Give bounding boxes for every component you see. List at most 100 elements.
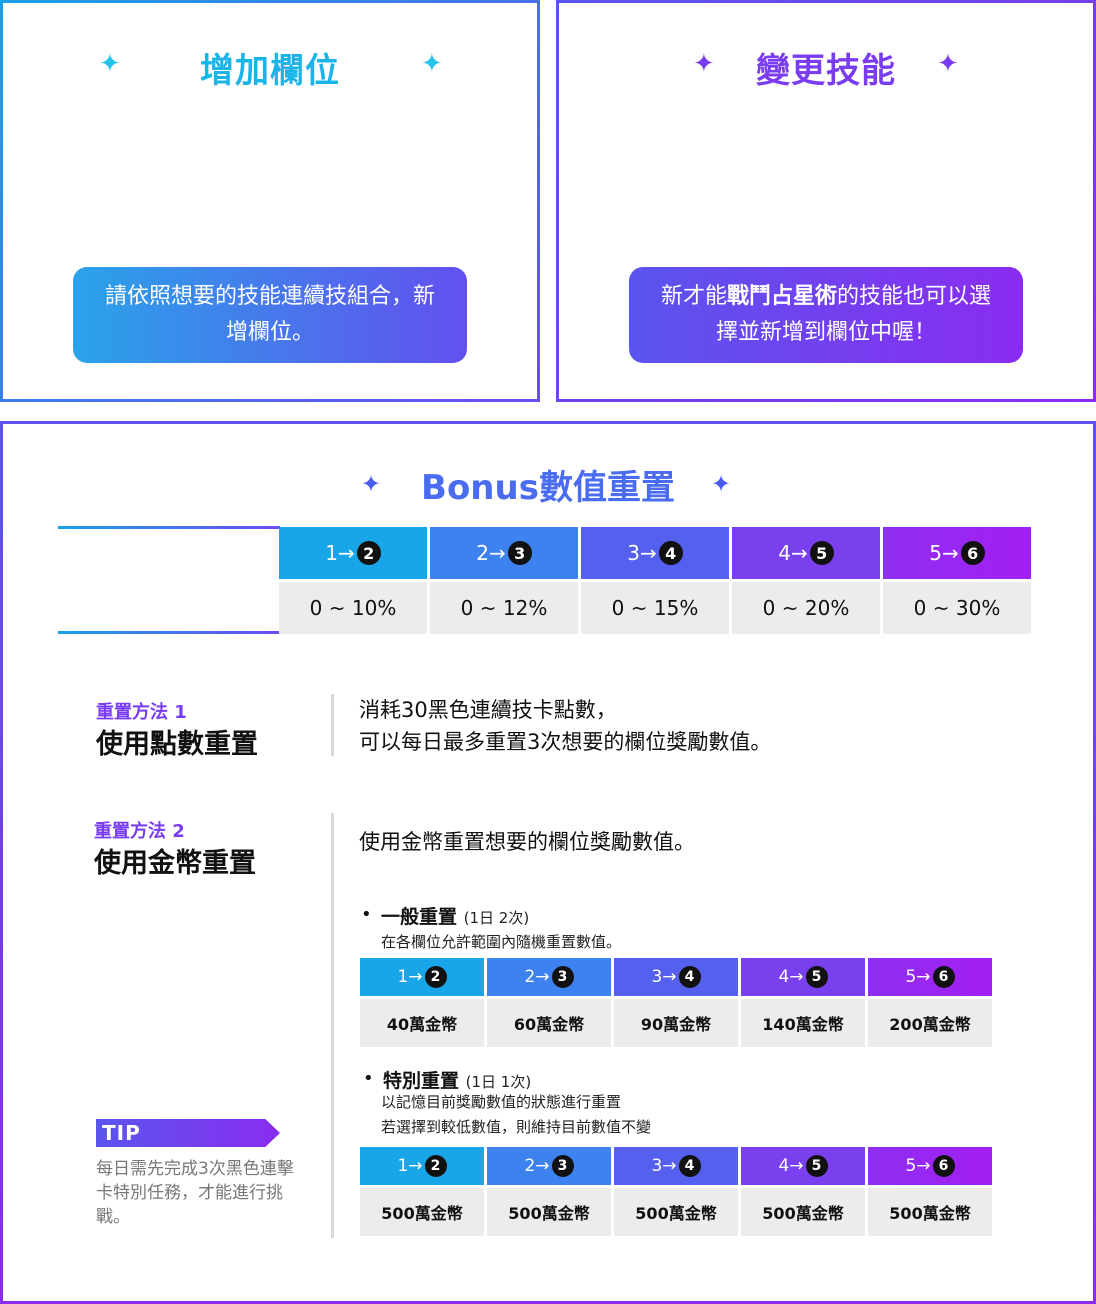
bonus-range-table: 1→ 2 0 ~ 10% 2→ 3 0 ~ 12% 3→ 4 0 ~ 15% 4→ 5 …	[279, 527, 1031, 634]
method-2-title: 使用金幣重置	[94, 848, 256, 879]
step-header: 1→ 2	[360, 958, 484, 996]
special-reset-cost-table: 1→ 2 500萬金幣 2→ 3 500萬金幣 3→ 4 500萬金幣 4→ 5 500…	[360, 1147, 992, 1236]
step-header: 4→ 5	[741, 1147, 865, 1185]
description-line: 以記憶目前獎勵數值的狀態進行重置	[381, 1093, 622, 1111]
step-header: 5→ 6	[868, 1147, 992, 1185]
divider-line	[58, 631, 280, 634]
normal-reset-title: 一般重置 (1日 2次)	[381, 902, 529, 929]
method-1-description: 消耗30黑色連續技卡點數， 可以每日最多重置3次想要的欄位獎勵數值。	[359, 694, 771, 758]
table-column: 2→ 3 500萬金幣	[487, 1147, 611, 1236]
step-header: 3→ 4	[614, 958, 738, 996]
table-column: 3→ 4 90萬金幣	[614, 958, 738, 1047]
change-skill-description: 新才能戰鬥占星術的技能也可以選擇並新增到欄位中喔！	[629, 267, 1023, 363]
description-line: 若選擇到較低數值，則維持目前數值不變	[381, 1118, 652, 1136]
table-column: 4→ 5 0 ~ 20%	[732, 527, 880, 634]
special-reset-limit: (1日 1次)	[465, 1073, 532, 1091]
cost-value: 500萬金幣	[868, 1188, 992, 1236]
table-column: 1→ 2 500萬金幣	[360, 1147, 484, 1236]
step-header: 2→ 3	[487, 958, 611, 996]
sparkle-icon: ✦	[937, 49, 959, 79]
step-header: 2→ 3	[430, 527, 578, 579]
step-to-badge: 3	[507, 541, 532, 565]
sparkle-icon: ✦	[99, 49, 121, 79]
step-header: 1→ 2	[360, 1147, 484, 1185]
step-from: 2→	[524, 1156, 550, 1176]
method-2-description: 使用金幣重置想要的欄位獎勵數值。	[359, 830, 695, 854]
normal-reset-description: 在各欄位允許範圍內隨機重置數值。	[381, 933, 622, 951]
step-to-badge: 2	[356, 541, 381, 565]
cost-value: 140萬金幣	[741, 999, 865, 1047]
step-from: 4→	[778, 967, 804, 987]
step-from: 1→	[397, 967, 423, 987]
step-from: 5→	[905, 1156, 931, 1176]
table-column: 4→ 5 500萬金幣	[741, 1147, 865, 1236]
step-from: 3→	[651, 1156, 677, 1176]
step-from: 3→	[651, 967, 677, 987]
cost-value: 60萬金幣	[487, 999, 611, 1047]
bullet-icon: •	[363, 1068, 374, 1089]
bullet-icon: •	[361, 904, 372, 925]
bonus-reset-panel: ✦ Bonus數值重置 ✦ 1→ 2 0 ~ 10% 2→ 3 0 ~ 12% 3→…	[0, 421, 1096, 1304]
table-column: 5→ 6 200萬金幣	[868, 958, 992, 1047]
table-column: 3→ 4 500萬金幣	[614, 1147, 738, 1236]
step-to-badge: 5	[805, 1155, 828, 1177]
table-column: 5→ 6 0 ~ 30%	[883, 527, 1031, 634]
step-from: 1→	[397, 1156, 423, 1176]
step-from: 5→	[905, 967, 931, 987]
description-line: 可以每日最多重置3次想要的欄位獎勵數值。	[359, 730, 772, 754]
step-from: 2→	[524, 967, 550, 987]
change-skill-panel: ✦ 變更技能 ✦ 新才能戰鬥占星術的技能也可以選擇並新增到欄位中喔！	[556, 0, 1096, 402]
normal-reset-limit: (1日 2次)	[463, 909, 530, 927]
special-reset-description: 以記憶目前獎勵數值的狀態進行重置 若選擇到較低數值，則維持目前數值不變	[381, 1090, 651, 1140]
method-1-title: 使用點數重置	[96, 729, 258, 760]
sparkle-icon: ✦	[711, 470, 732, 498]
step-header: 3→ 4	[614, 1147, 738, 1185]
step-header: 4→ 5	[741, 958, 865, 996]
cost-value: 40萬金幣	[360, 999, 484, 1047]
cost-value: 500萬金幣	[487, 1188, 611, 1236]
tip-text: 每日需先完成3次黑色連擊卡特別任務，才能進行挑戰。	[96, 1159, 294, 1227]
special-reset-title: 特別重置 (1日 1次)	[383, 1066, 531, 1093]
cost-value: 200萬金幣	[868, 999, 992, 1047]
step-header: 2→ 3	[487, 1147, 611, 1185]
description-line: 消耗30黑色連續技卡點數，	[359, 698, 617, 722]
step-to-badge: 6	[932, 966, 955, 988]
bubble-text-bold: 戰鬥占星術	[726, 284, 837, 309]
method-2-label: 重置方法 2	[94, 821, 185, 842]
range-value: 0 ~ 12%	[430, 582, 578, 634]
step-from: 4→	[778, 1156, 804, 1176]
divider-bar	[331, 813, 334, 1238]
step-header: 4→ 5	[732, 527, 880, 579]
step-to-badge: 3	[551, 966, 574, 988]
step-header: 5→ 6	[883, 527, 1031, 579]
normal-reset-name: 一般重置	[381, 906, 458, 928]
divider-bar	[331, 694, 334, 756]
range-value: 0 ~ 10%	[279, 582, 427, 634]
normal-reset-cost-table: 1→ 2 40萬金幣 2→ 3 60萬金幣 3→ 4 90萬金幣 4→ 5 140萬金幣…	[360, 958, 992, 1047]
table-column: 1→ 2 40萬金幣	[360, 958, 484, 1047]
sparkle-icon: ✦	[421, 49, 443, 79]
add-slot-description: 請依照想要的技能連續技組合，新增欄位。	[73, 267, 467, 363]
table-column: 1→ 2 0 ~ 10%	[279, 527, 427, 634]
step-to-badge: 5	[809, 541, 834, 565]
step-from: 4→	[778, 541, 808, 565]
add-slot-panel: ✦ 增加欄位 ✦ 請依照想要的技能連續技組合，新增欄位。	[0, 0, 540, 402]
step-to-badge: 4	[678, 966, 701, 988]
step-to-badge: 6	[932, 1155, 955, 1177]
step-to-badge: 5	[805, 966, 828, 988]
step-to-badge: 3	[551, 1155, 574, 1177]
step-from: 3→	[627, 541, 657, 565]
cost-value: 500萬金幣	[741, 1188, 865, 1236]
special-reset-name: 特別重置	[383, 1070, 460, 1092]
cost-value: 90萬金幣	[614, 999, 738, 1047]
table-column: 2→ 3 0 ~ 12%	[430, 527, 578, 634]
step-to-badge: 4	[678, 1155, 701, 1177]
step-from: 1→	[325, 541, 355, 565]
divider-line	[58, 526, 280, 529]
step-from: 2→	[476, 541, 506, 565]
tip-badge: TIP	[96, 1119, 280, 1147]
range-value: 0 ~ 20%	[732, 582, 880, 634]
step-to-badge: 6	[960, 541, 985, 565]
table-column: 5→ 6 500萬金幣	[868, 1147, 992, 1236]
range-value: 0 ~ 15%	[581, 582, 729, 634]
